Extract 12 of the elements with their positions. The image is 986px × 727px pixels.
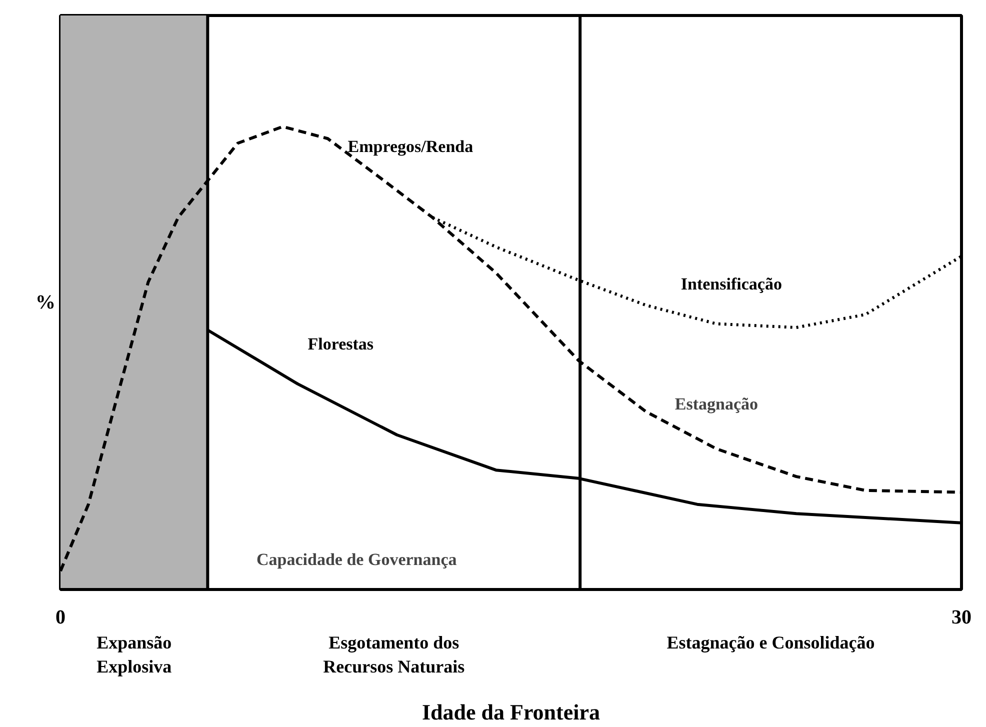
x-tick-label: 0 — [56, 606, 66, 628]
annotation: Estagnação — [674, 394, 758, 414]
x-tick-label: 30 — [952, 606, 972, 628]
y-axis-title: % — [36, 292, 56, 314]
series-label: Intensificação — [680, 274, 782, 294]
text: Estagnação e Consolidação — [666, 632, 875, 652]
series-label: Empregos/Renda — [348, 137, 474, 156]
text: Esgotamento dos Recursos Naturais — [323, 632, 465, 676]
x-axis-title: Idade da Fronteira — [422, 700, 600, 724]
annotation: Capacidade de Governança — [256, 550, 458, 569]
text: Expansão Explosiva — [96, 632, 172, 676]
series-label: Florestas — [308, 334, 374, 354]
